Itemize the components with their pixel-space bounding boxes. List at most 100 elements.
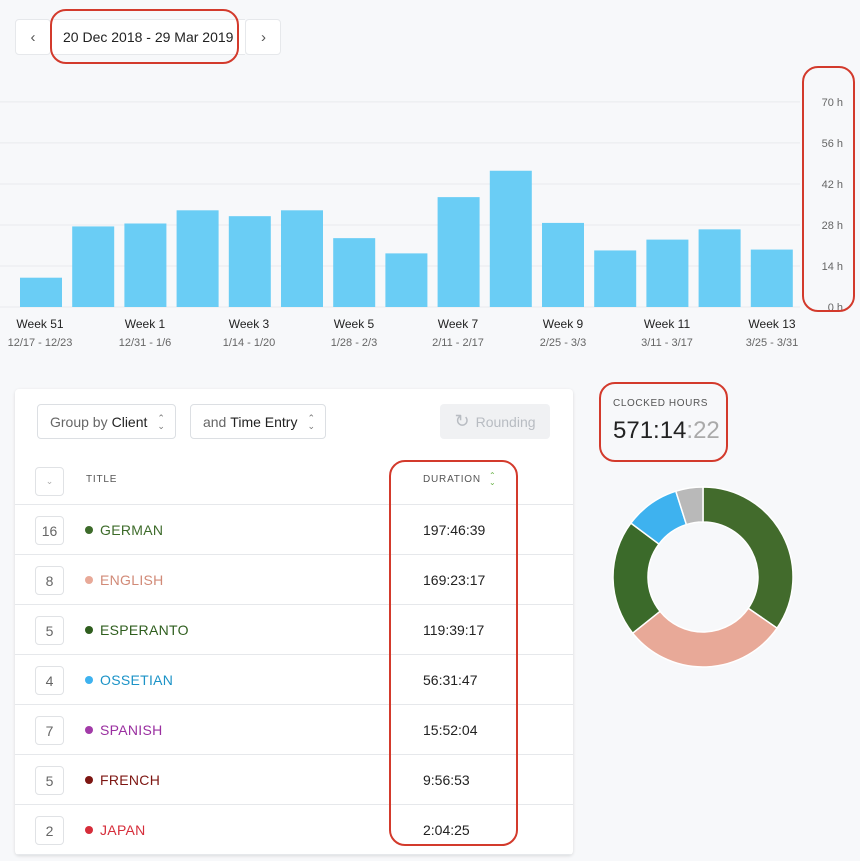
client-name: JAPAN bbox=[100, 822, 146, 838]
x-date-range-label: 1/28 - 2/3 bbox=[331, 337, 377, 349]
y-tick-label: 14 h bbox=[822, 261, 843, 273]
duration-value: 119:39:17 bbox=[423, 622, 485, 638]
week-bar[interactable] bbox=[228, 216, 271, 307]
week-bar[interactable] bbox=[72, 226, 115, 307]
table-toolbar: Group by Client ⌃ ⌄ and Time Entry ⌃ ⌄ bbox=[37, 404, 326, 439]
time-entries-table: Group by Client ⌃ ⌄ and Time Entry ⌃ ⌄ ↻ R… bbox=[15, 389, 573, 855]
chevron-down-icon: ⌄ bbox=[45, 476, 54, 486]
week-bar[interactable] bbox=[542, 222, 584, 307]
donut-segment[interactable] bbox=[631, 607, 779, 668]
x-date-range-label: 12/17 - 12/23 bbox=[8, 337, 73, 349]
week-bar[interactable] bbox=[176, 210, 219, 307]
rounding-clock-icon: ↻ bbox=[454, 411, 470, 431]
prev-period-button[interactable]: ‹ bbox=[15, 19, 51, 55]
duration-value: 15:52:04 bbox=[423, 722, 478, 738]
entry-count[interactable]: 8 bbox=[35, 566, 64, 595]
week-bar[interactable] bbox=[594, 250, 637, 307]
y-tick-label: 56 h bbox=[822, 138, 843, 150]
client-name: OSSETIAN bbox=[100, 672, 174, 688]
table-row[interactable]: 5 FRENCH 9:56:53 bbox=[15, 755, 573, 805]
y-tick-label: 28 h bbox=[822, 220, 843, 232]
x-date-range-label: 2/25 - 3/3 bbox=[540, 337, 586, 349]
clocked-hours-seconds: :22 bbox=[686, 417, 720, 444]
client-name: FRENCH bbox=[100, 772, 161, 788]
week-bar[interactable] bbox=[750, 249, 793, 307]
donut-segment[interactable] bbox=[674, 486, 704, 526]
next-period-button[interactable]: › bbox=[245, 19, 282, 55]
table-row[interactable]: 5 ESPERANTO 119:39:17 bbox=[15, 605, 573, 655]
client-color-dot bbox=[85, 726, 93, 734]
x-tick-label: Week 51 bbox=[16, 317, 63, 331]
x-date-range-label: 2/11 - 2/17 bbox=[432, 337, 484, 349]
x-date-range-label: 3/25 - 3/31 bbox=[746, 337, 799, 349]
entry-count[interactable]: 16 bbox=[35, 516, 64, 545]
expand-all-toggle[interactable]: ⌄ bbox=[35, 467, 64, 496]
duration-value: 56:31:47 bbox=[423, 672, 478, 688]
x-date-range-label: 1/14 - 1/20 bbox=[223, 337, 276, 349]
table-header: ⌄ TITLE DURATION ⌃ ⌄ bbox=[15, 455, 573, 505]
title-column-header[interactable]: TITLE bbox=[86, 474, 118, 485]
week-bar[interactable] bbox=[646, 239, 689, 307]
week-bar[interactable] bbox=[698, 229, 741, 307]
rounding-button[interactable]: ↻ Rounding bbox=[440, 404, 550, 439]
y-tick-label: 42 h bbox=[822, 179, 843, 191]
week-bar[interactable] bbox=[124, 223, 167, 307]
week-bar[interactable] bbox=[385, 253, 428, 307]
week-bar[interactable] bbox=[489, 170, 532, 307]
rounding-label: Rounding bbox=[475, 413, 536, 430]
duration-value: 9:56:53 bbox=[423, 772, 470, 788]
client-name: ESPERANTO bbox=[100, 622, 189, 638]
week-bar[interactable] bbox=[20, 277, 62, 307]
table-row[interactable]: 4 OSSETIAN 56:31:47 bbox=[15, 655, 573, 705]
chevron-right-icon: › bbox=[260, 28, 266, 46]
entry-count[interactable]: 7 bbox=[35, 716, 64, 745]
client-color-dot bbox=[85, 826, 93, 834]
client-name: GERMAN bbox=[100, 522, 164, 538]
entry-count[interactable]: 5 bbox=[35, 616, 64, 645]
sort-icon[interactable]: ⌃ ⌄ bbox=[489, 471, 496, 487]
weekly-hours-chart: 70 h 56 h 42 h 28 h 14 h 0 h Week 51 12/17 - 12… bbox=[0, 97, 843, 349]
duration-column-header[interactable]: DURATION bbox=[423, 474, 481, 485]
select-arrows-icon: ⌃ ⌄ bbox=[307, 412, 315, 431]
entry-count[interactable]: 5 bbox=[35, 766, 64, 795]
x-tick-label: Week 5 bbox=[334, 317, 375, 331]
clocked-hours-summary: CLOCKED HOURS 571:14:22 bbox=[613, 398, 720, 445]
duration-value: 169:23:17 bbox=[423, 572, 486, 588]
entry-count[interactable]: 2 bbox=[35, 816, 64, 845]
group-by-prefix: Group by bbox=[50, 413, 108, 430]
duration-value: 2:04:25 bbox=[423, 822, 470, 838]
table-row[interactable]: 8 ENGLISH 169:23:17 bbox=[15, 555, 573, 605]
date-range-label[interactable]: 20 Dec 2018 - 29 Mar 2019 bbox=[51, 19, 246, 55]
client-color-dot bbox=[85, 626, 93, 634]
table-row[interactable]: 2 JAPAN 2:04:25 bbox=[15, 805, 573, 855]
donut-segment[interactable] bbox=[702, 486, 794, 630]
clocked-hours-label: CLOCKED HOURS bbox=[613, 398, 709, 409]
x-tick-label: Week 9 bbox=[543, 317, 584, 331]
table-row[interactable]: 16 GERMAN 197:46:39 bbox=[15, 505, 573, 555]
client-color-dot bbox=[85, 576, 93, 584]
table-row[interactable]: 7 SPANISH 15:52:04 bbox=[15, 705, 573, 755]
group-by-select[interactable]: Group by Client ⌃ ⌄ bbox=[37, 404, 176, 439]
sub-group-select[interactable]: and Time Entry ⌃ ⌄ bbox=[189, 404, 326, 439]
sub-group-prefix: and bbox=[202, 413, 227, 430]
clocked-hours-main: 571:14 bbox=[613, 417, 687, 444]
y-tick-label: 0 h bbox=[828, 302, 843, 314]
client-color-dot bbox=[85, 526, 93, 534]
client-color-dot bbox=[85, 676, 93, 684]
week-bar[interactable] bbox=[437, 197, 480, 307]
x-tick-label: Week 7 bbox=[438, 317, 479, 331]
group-by-value: Client bbox=[111, 413, 148, 430]
x-tick-label: Week 1 bbox=[125, 317, 166, 331]
week-bar[interactable] bbox=[281, 210, 323, 307]
entry-count[interactable]: 4 bbox=[35, 666, 64, 695]
duration-value: 197:46:39 bbox=[423, 522, 486, 538]
client-name: SPANISH bbox=[100, 722, 163, 738]
client-share-donut bbox=[612, 486, 794, 668]
client-color-dot bbox=[85, 776, 93, 784]
x-tick-label: Week 13 bbox=[748, 317, 795, 331]
week-bar[interactable] bbox=[333, 238, 376, 307]
select-arrows-icon: ⌃ ⌄ bbox=[157, 412, 165, 431]
chevron-left-icon: ‹ bbox=[30, 28, 36, 46]
x-tick-label: Week 3 bbox=[229, 317, 270, 331]
sub-group-value: Time Entry bbox=[230, 413, 298, 430]
